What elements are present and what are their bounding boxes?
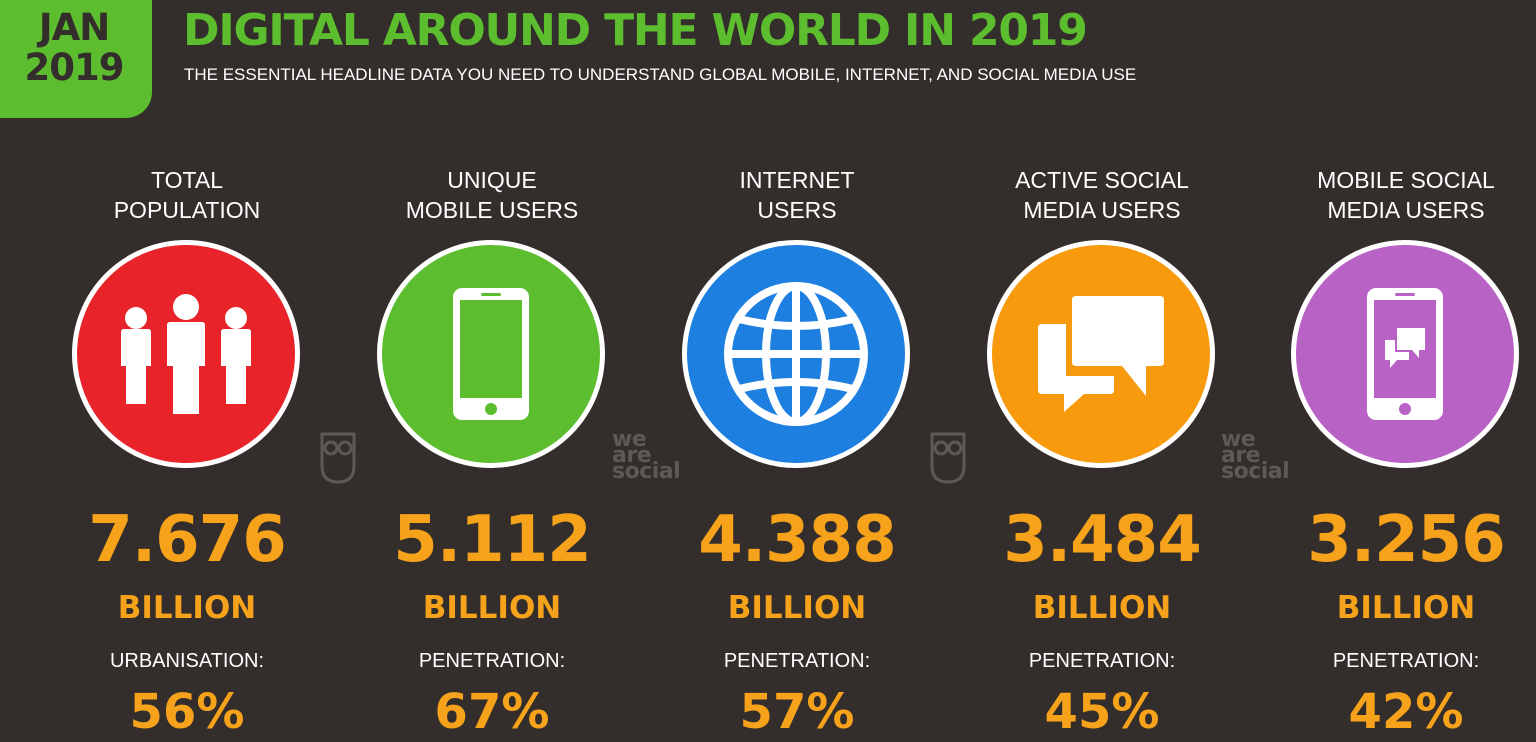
mobile-circle (377, 240, 605, 468)
globe-icon (724, 282, 868, 426)
page-title: DIGITAL AROUND THE WORLD IN 2019 (183, 5, 1088, 56)
stat-unit: BILLION (1336, 590, 1476, 626)
page-subtitle: THE ESSENTIAL HEADLINE DATA YOU NEED TO … (184, 65, 1137, 84)
stat-metric-value: 42% (1348, 684, 1464, 740)
stat-metric-value: 45% (1044, 684, 1160, 740)
date-badge: JAN 2019 (0, 0, 152, 118)
stat-label: INTERNET USERS (739, 167, 855, 223)
mobile-phone-icon (453, 288, 529, 420)
wearesocial-logo: we are social (612, 427, 681, 484)
stat-value: 7.676 (88, 503, 286, 577)
hootsuite-owl-logo-icon (930, 432, 966, 484)
stat-label: MOBILE SOCIAL MEDIA USERS (1317, 167, 1495, 223)
stat-metric-label: PENETRATION: (723, 650, 871, 672)
social-circle (987, 240, 1215, 468)
population-circle (72, 240, 300, 468)
internet-circle (682, 240, 910, 468)
mobile-social-circle (1291, 240, 1519, 468)
stat-metric-label: PENETRATION: (1028, 650, 1176, 672)
stat-unit: BILLION (727, 590, 867, 626)
date-year: 2019 (24, 46, 125, 89)
stat-total-population: TOTAL POPULATION 7.676 BILLION URBANISAT… (35, 0, 339, 740)
stat-metric-label: URBANISATION: (109, 650, 265, 672)
stat-mobile-social-media-users: MOBILE SOCIAL MEDIA USERS 3.256 BILLION … (1254, 0, 1536, 740)
stat-value: 3.256 (1307, 503, 1505, 577)
stat-value: 5.112 (393, 503, 591, 577)
stat-value: 3.484 (1003, 503, 1201, 577)
stat-metric-value: 57% (739, 684, 855, 740)
stat-active-social-media-users: ACTIVE SOCIAL MEDIA USERS 3.484 BILLION … (950, 0, 1254, 740)
people-icon (121, 294, 251, 414)
stat-metric-label: PENETRATION: (418, 650, 566, 672)
stat-unit: BILLION (1032, 590, 1172, 626)
mobile-chat-icon (1367, 288, 1443, 420)
stat-label: TOTAL POPULATION (113, 167, 261, 223)
stat-value: 4.388 (698, 503, 896, 577)
stat-internet-users: INTERNET USERS 4.388 BILLION PENETRATION… (645, 0, 949, 740)
stat-metric-value: 56% (129, 684, 245, 740)
stat-unit: BILLION (117, 590, 257, 626)
stat-unit: BILLION (422, 590, 562, 626)
hootsuite-owl-logo-icon (320, 432, 356, 484)
chat-bubbles-icon (1038, 296, 1164, 412)
stat-metric-value: 67% (434, 684, 550, 740)
stat-label: UNIQUE MOBILE USERS (405, 167, 579, 223)
stat-unique-mobile-users: UNIQUE MOBILE USERS 5.112 BILLION PENETR… (340, 0, 644, 740)
wearesocial-logo: we are social (1221, 427, 1290, 484)
date-month: JAN (38, 6, 110, 49)
stat-metric-label: PENETRATION: (1332, 650, 1480, 672)
stat-label: ACTIVE SOCIAL MEDIA USERS (1015, 167, 1189, 223)
